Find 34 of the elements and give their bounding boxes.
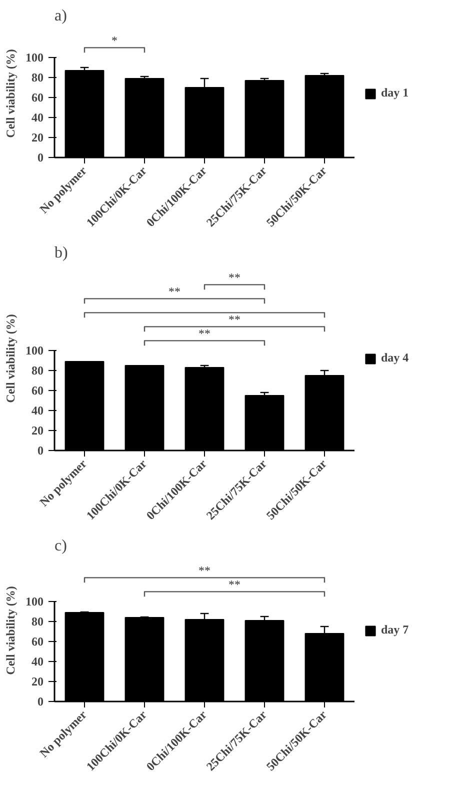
chart-title: b) bbox=[54, 244, 68, 262]
y-axis-title: Cell viability (%) bbox=[4, 49, 18, 138]
y-tick-label: 40 bbox=[32, 654, 44, 668]
y-axis-title: Cell viability (%) bbox=[4, 586, 18, 675]
y-tick-label: 100 bbox=[26, 50, 44, 64]
y-tick-label: 20 bbox=[32, 424, 44, 438]
text: ** bbox=[198, 563, 210, 578]
y-tick-label: 40 bbox=[32, 110, 44, 124]
text: ** bbox=[228, 270, 240, 284]
y-tick-label: 80 bbox=[32, 364, 44, 378]
y-tick-label: 0 bbox=[38, 444, 44, 458]
y-tick-label: 80 bbox=[32, 70, 44, 84]
chart-title: c) bbox=[54, 538, 67, 554]
legend-label: day 4 bbox=[381, 350, 409, 366]
y-tick-label: 20 bbox=[32, 130, 44, 144]
legend-label: day 1 bbox=[381, 86, 409, 100]
y-tick-label: 80 bbox=[32, 614, 44, 628]
text: ** bbox=[228, 312, 240, 326]
y-tick-label: 60 bbox=[32, 90, 44, 104]
y-tick-label: 60 bbox=[32, 634, 44, 648]
y-tick-label: 100 bbox=[26, 344, 44, 358]
y-tick-label: 40 bbox=[32, 404, 44, 418]
text: * bbox=[112, 33, 118, 48]
text: ** bbox=[228, 577, 240, 592]
text: ** bbox=[198, 326, 210, 340]
legend-label: day 7 bbox=[381, 622, 409, 638]
y-tick-label: 0 bbox=[38, 694, 44, 708]
y-axis-title: Cell viability (%) bbox=[4, 314, 18, 403]
chart-title: a) bbox=[54, 8, 67, 24]
y-tick-label: 20 bbox=[32, 674, 44, 688]
text: ** bbox=[168, 284, 180, 298]
y-tick-label: 0 bbox=[38, 150, 44, 164]
y-tick-label: 60 bbox=[32, 384, 44, 398]
y-tick-label: 100 bbox=[26, 594, 44, 608]
